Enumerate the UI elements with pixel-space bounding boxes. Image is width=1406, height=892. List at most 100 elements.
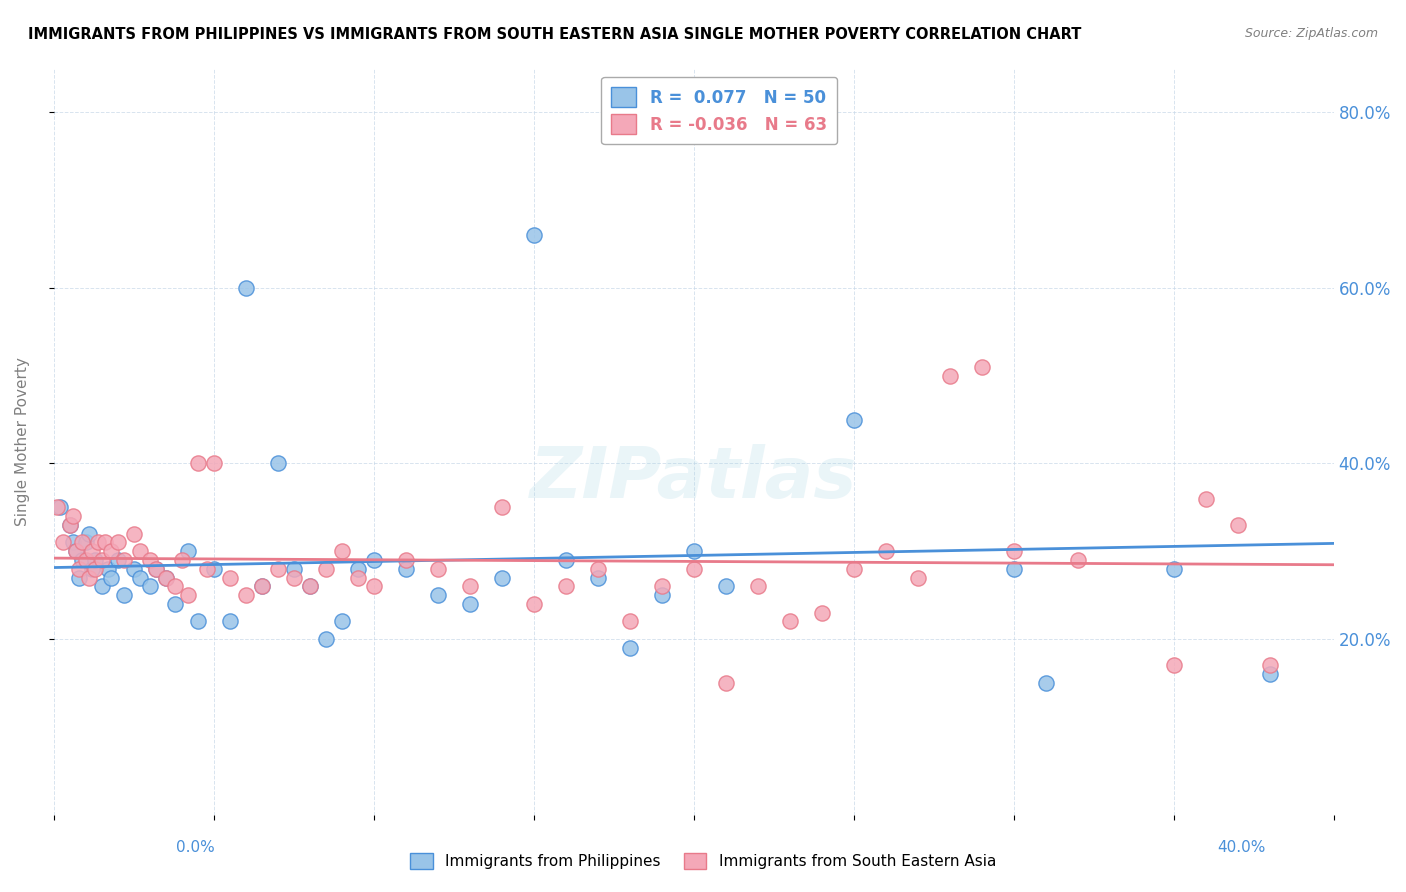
Point xyxy=(330,544,353,558)
Point xyxy=(84,562,107,576)
Point xyxy=(218,571,240,585)
Point xyxy=(177,588,200,602)
Point xyxy=(218,615,240,629)
Point xyxy=(138,579,160,593)
Point xyxy=(651,588,673,602)
Point xyxy=(619,615,641,629)
Point xyxy=(87,535,110,549)
Point xyxy=(122,526,145,541)
Point xyxy=(315,632,337,646)
Point xyxy=(187,457,209,471)
Point xyxy=(94,535,117,549)
Point xyxy=(1002,544,1025,558)
Point xyxy=(202,457,225,471)
Text: 0.0%: 0.0% xyxy=(176,840,215,855)
Point xyxy=(747,579,769,593)
Point xyxy=(100,544,122,558)
Point xyxy=(170,553,193,567)
Point xyxy=(59,517,82,532)
Point xyxy=(330,615,353,629)
Point xyxy=(1226,517,1249,532)
Point xyxy=(155,571,177,585)
Point xyxy=(315,562,337,576)
Point xyxy=(1163,658,1185,673)
Point xyxy=(100,571,122,585)
Point xyxy=(80,562,103,576)
Point xyxy=(62,509,84,524)
Point xyxy=(1035,676,1057,690)
Point xyxy=(97,562,120,576)
Y-axis label: Single Mother Poverty: Single Mother Poverty xyxy=(15,357,30,526)
Point xyxy=(619,640,641,655)
Point xyxy=(195,562,218,576)
Point xyxy=(938,368,960,383)
Point xyxy=(80,544,103,558)
Point xyxy=(394,553,416,567)
Point xyxy=(586,571,609,585)
Point xyxy=(523,597,546,611)
Point xyxy=(177,544,200,558)
Point xyxy=(72,553,94,567)
Point xyxy=(298,579,321,593)
Point xyxy=(875,544,897,558)
Point xyxy=(554,553,576,567)
Point xyxy=(426,588,449,602)
Point xyxy=(491,500,513,515)
Point xyxy=(165,579,187,593)
Point xyxy=(1258,658,1281,673)
Point xyxy=(714,579,737,593)
Point xyxy=(363,553,385,567)
Point xyxy=(84,553,107,567)
Point xyxy=(90,553,112,567)
Point xyxy=(187,615,209,629)
Point xyxy=(75,535,97,549)
Point xyxy=(65,544,87,558)
Point xyxy=(59,517,82,532)
Point xyxy=(52,535,75,549)
Point xyxy=(202,562,225,576)
Point xyxy=(45,500,67,515)
Point xyxy=(363,579,385,593)
Point xyxy=(1002,562,1025,576)
Point xyxy=(779,615,801,629)
Point xyxy=(129,544,152,558)
Point xyxy=(907,571,929,585)
Point xyxy=(77,571,100,585)
Point xyxy=(138,553,160,567)
Point xyxy=(346,571,368,585)
Point xyxy=(1163,562,1185,576)
Point xyxy=(90,579,112,593)
Point xyxy=(67,571,90,585)
Text: IMMIGRANTS FROM PHILIPPINES VS IMMIGRANTS FROM SOUTH EASTERN ASIA SINGLE MOTHER : IMMIGRANTS FROM PHILIPPINES VS IMMIGRANT… xyxy=(28,27,1081,42)
Legend: R =  0.077   N = 50, R = -0.036   N = 63: R = 0.077 N = 50, R = -0.036 N = 63 xyxy=(602,77,837,145)
Point xyxy=(122,562,145,576)
Point xyxy=(112,553,135,567)
Point xyxy=(112,588,135,602)
Point xyxy=(714,676,737,690)
Point xyxy=(1066,553,1088,567)
Point xyxy=(523,228,546,243)
Point xyxy=(266,562,288,576)
Point xyxy=(810,606,832,620)
Point xyxy=(67,562,90,576)
Point xyxy=(145,562,167,576)
Point xyxy=(266,457,288,471)
Point xyxy=(842,412,865,426)
Point xyxy=(682,562,704,576)
Point xyxy=(235,281,257,295)
Point xyxy=(491,571,513,585)
Point xyxy=(842,562,865,576)
Point xyxy=(250,579,273,593)
Point xyxy=(682,544,704,558)
Point xyxy=(65,544,87,558)
Point xyxy=(1194,491,1216,506)
Point xyxy=(250,579,273,593)
Point xyxy=(75,553,97,567)
Point xyxy=(77,526,100,541)
Point xyxy=(554,579,576,593)
Text: Source: ZipAtlas.com: Source: ZipAtlas.com xyxy=(1244,27,1378,40)
Point xyxy=(298,579,321,593)
Text: 40.0%: 40.0% xyxy=(1218,840,1265,855)
Point xyxy=(72,535,94,549)
Legend: Immigrants from Philippines, Immigrants from South Eastern Asia: Immigrants from Philippines, Immigrants … xyxy=(404,847,1002,875)
